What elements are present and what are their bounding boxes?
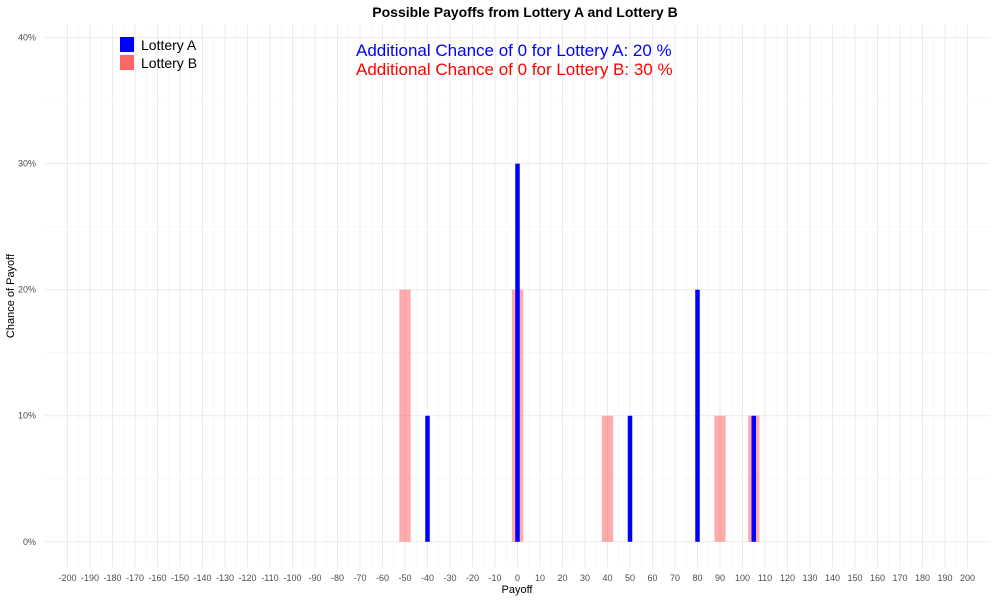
x-tick-label: -50 [398, 573, 411, 583]
x-tick-label: -110 [261, 573, 278, 583]
bar-lottery-a [695, 289, 700, 542]
x-tick-label: -120 [238, 573, 256, 583]
x-axis-label: Payoff [502, 584, 534, 596]
bar-lottery-a [751, 415, 756, 542]
bar-lottery-b [399, 289, 411, 542]
legend-swatch-lottery-a [120, 37, 134, 52]
x-tick-label: -170 [126, 573, 144, 583]
x-tick-label: -140 [193, 573, 211, 583]
x-tick-label: -150 [171, 573, 189, 583]
x-tick-label: 90 [715, 573, 725, 583]
x-tick-label: 150 [847, 573, 862, 583]
y-axis-label: Chance of Payoff [5, 253, 17, 338]
x-tick-label: 10 [535, 573, 545, 583]
annotation-lottery-a: Additional Chance of 0 for Lottery A: 20… [356, 41, 672, 60]
x-tick-label: 140 [825, 573, 840, 583]
x-tick-label: -190 [81, 573, 99, 583]
x-tick-label: 100 [735, 573, 750, 583]
legend-label-lottery-a: Lottery A [141, 37, 197, 53]
x-tick-label: -10 [488, 573, 501, 583]
x-tick-labels: -200 -190 -180 -170 -160 -150 -140 -130 -120 -110… [58, 573, 975, 583]
x-tick-label: 0 [515, 573, 520, 583]
y-tick-label: 30% [18, 159, 36, 169]
x-tick-label: 50 [625, 573, 635, 583]
x-tick-label: -100 [283, 573, 301, 583]
x-tick-label: -160 [148, 573, 166, 583]
legend-swatch-lottery-b [120, 55, 134, 70]
legend: Lottery A Lottery B [120, 37, 197, 71]
y-tick-label: 0% [23, 537, 36, 547]
bars [399, 163, 760, 542]
x-tick-label: 200 [960, 573, 975, 583]
x-tick-label: 80 [692, 573, 702, 583]
y-tick-label: 10% [18, 411, 36, 421]
x-tick-label: -20 [466, 573, 479, 583]
x-tick-label: 170 [892, 573, 907, 583]
annotation-lottery-b: Additional Chance of 0 for Lottery B: 30… [356, 60, 673, 79]
x-tick-label: 40 [602, 573, 612, 583]
bar-lottery-a [627, 415, 633, 542]
x-tick-label: 110 [758, 573, 772, 583]
bar-lottery-a [425, 415, 430, 542]
x-tick-label: -40 [421, 573, 434, 583]
x-tick-label: -180 [103, 573, 121, 583]
bar-lottery-b [714, 415, 726, 542]
x-tick-label: -70 [353, 573, 366, 583]
x-tick-label: 190 [937, 573, 952, 583]
x-tick-label: 20 [557, 573, 567, 583]
x-tick-label: 30 [580, 573, 590, 583]
y-tick-label: 20% [18, 285, 36, 295]
bar-lottery-b [601, 415, 614, 542]
x-tick-label: -60 [376, 573, 389, 583]
x-tick-label: 60 [647, 573, 657, 583]
chart-title: Possible Payoffs from Lottery A and Lott… [372, 4, 677, 20]
bar-lottery-a [515, 163, 520, 542]
x-tick-label: -80 [331, 573, 344, 583]
y-tick-label: 40% [18, 33, 36, 43]
y-tick-labels: 0% 10% 20% 30% 40% [18, 33, 36, 547]
legend-label-lottery-b: Lottery B [141, 55, 197, 71]
x-tick-label: 160 [870, 573, 885, 583]
x-tick-label: -30 [443, 573, 456, 583]
x-tick-label: 70 [670, 573, 680, 583]
x-tick-label: 180 [915, 573, 930, 583]
x-tick-label: -200 [58, 573, 76, 583]
x-tick-label: -130 [216, 573, 234, 583]
x-tick-label: 120 [780, 573, 795, 583]
x-tick-label: -90 [308, 573, 321, 583]
x-tick-label: 130 [802, 573, 817, 583]
